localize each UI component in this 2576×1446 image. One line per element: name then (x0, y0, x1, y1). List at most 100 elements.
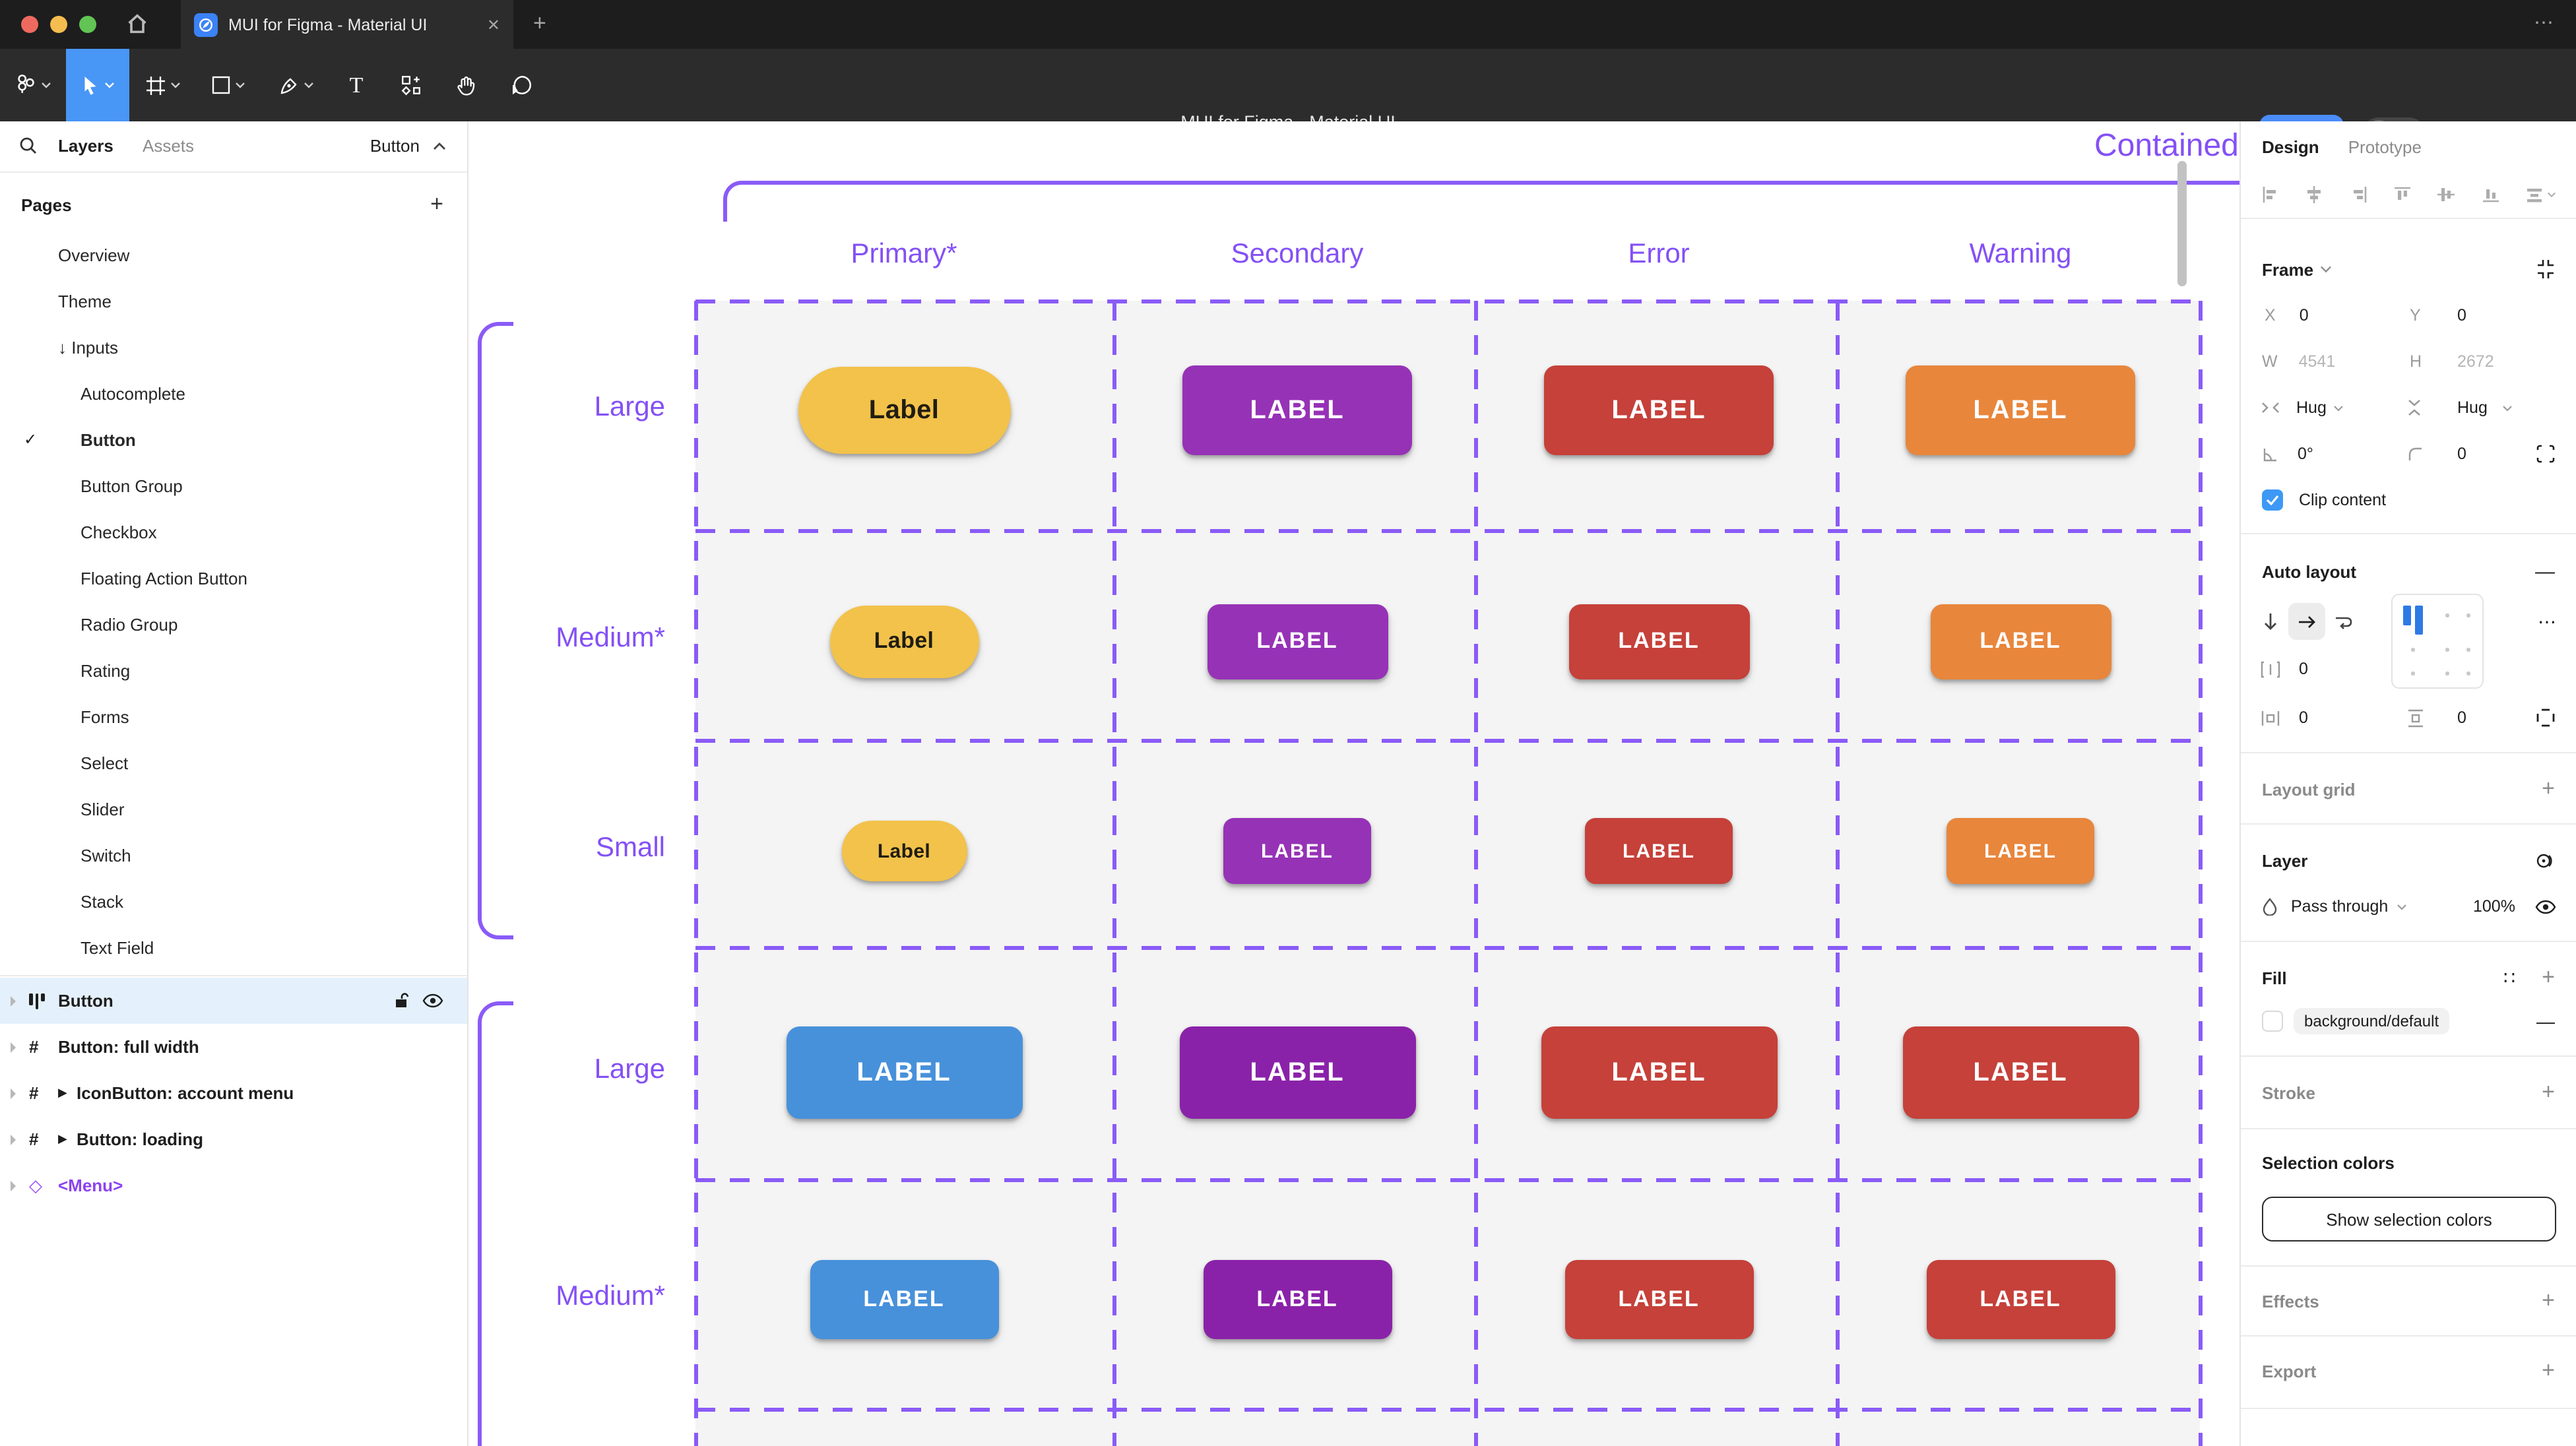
tab-assets[interactable]: Assets (143, 136, 195, 156)
auto-layout-more-icon[interactable]: ⋯ (2538, 610, 2558, 631)
layer-row-iconbutton-account-menu[interactable]: # ▶ IconButton: account menu (0, 1070, 467, 1116)
gap-value[interactable]: 0 (2299, 660, 2308, 678)
blend-mask-icon[interactable] (2535, 850, 2555, 870)
hand-tool-button[interactable] (438, 49, 494, 121)
mui-button-primary-medium[interactable]: LABEL (810, 1260, 998, 1339)
blend-mode-value[interactable]: Pass through (2291, 897, 2389, 916)
minimize-window-button[interactable] (50, 16, 67, 33)
mui-button-error-medium[interactable]: LABEL (1564, 1260, 1753, 1339)
corner-radius-value[interactable]: 0 (2457, 445, 2466, 463)
hug-v-value[interactable]: Hug (2457, 398, 2488, 417)
close-window-button[interactable] (21, 16, 38, 33)
mui-button-secondary-large[interactable]: LABEL (1182, 365, 1412, 455)
layer-row-button-loading[interactable]: # ▶ Button: loading (0, 1116, 467, 1162)
new-tab-icon[interactable]: + (533, 11, 546, 36)
sidebar-page-item-slider[interactable]: Slider (0, 786, 467, 832)
padding-v-value[interactable]: 0 (2457, 708, 2466, 727)
eye-icon[interactable] (422, 993, 443, 1008)
shape-tool-button[interactable] (195, 49, 261, 121)
expand-chevron-icon[interactable] (11, 1134, 16, 1145)
mui-button-secondary-small[interactable]: LABEL (1223, 818, 1371, 884)
mui-button-primary-large[interactable]: LABEL (786, 1026, 1022, 1119)
sidebar-page-item-floating-action-button[interactable]: Floating Action Button (0, 555, 467, 601)
expand-chevron-icon[interactable] (11, 1042, 16, 1052)
collapse-panel-icon[interactable] (2536, 260, 2555, 278)
titlebar-more-icon[interactable]: ⋯ (2534, 12, 2555, 34)
remove-fill-icon[interactable]: — (2536, 1011, 2555, 1032)
sidebar-page-item-text-field[interactable]: Text Field (0, 924, 467, 970)
tab-prototype[interactable]: Prototype (2348, 137, 2422, 156)
sidebar-page-item-checkbox[interactable]: Checkbox (0, 509, 467, 555)
sidebar-page-item-overview[interactable]: Overview (0, 232, 467, 278)
remove-auto-layout-icon[interactable]: — (2535, 560, 2555, 582)
align-bottom-icon[interactable] (2480, 185, 2500, 204)
align-v-center-icon[interactable] (2437, 185, 2457, 204)
expand-chevron-icon[interactable] (11, 1180, 16, 1191)
mui-button-warning-large[interactable]: LABEL (1902, 1026, 2139, 1119)
align-right-icon[interactable] (2348, 185, 2368, 204)
collapse-pages-icon[interactable] (433, 142, 446, 150)
sidebar-page-item-radio-group[interactable]: Radio Group (0, 601, 467, 647)
eye-icon[interactable] (2535, 899, 2556, 914)
sidebar-page-item-button[interactable]: ✓ Button (0, 416, 467, 462)
mui-button-error-large[interactable]: LABEL (1541, 1026, 1777, 1119)
layer-row-button-full-width[interactable]: # Button: full width (0, 1024, 467, 1070)
mui-button-secondary-medium[interactable]: LABEL (1207, 604, 1388, 679)
expand-chevron-icon[interactable] (11, 995, 16, 1006)
pen-tool-button[interactable] (261, 49, 330, 121)
canvas-scrollbar[interactable] (2177, 161, 2187, 286)
align-h-center-icon[interactable] (2305, 185, 2325, 204)
mui-button-error-medium[interactable]: LABEL (1568, 604, 1749, 679)
search-icon[interactable] (18, 136, 38, 156)
close-tab-icon[interactable]: ✕ (486, 15, 500, 34)
sidebar-page-item-theme[interactable]: Theme (0, 278, 467, 324)
x-value[interactable]: 0 (2299, 306, 2309, 325)
distribute-menu-icon[interactable] (2525, 185, 2556, 204)
mui-button-error-large[interactable]: LABEL (1544, 365, 1774, 455)
frame-type-chevron-icon[interactable] (2320, 265, 2332, 273)
align-left-icon[interactable] (2261, 185, 2280, 204)
rotation-value[interactable]: 0° (2298, 445, 2313, 463)
sidebar-page-item-autocomplete[interactable]: Autocomplete (0, 370, 467, 416)
add-layout-grid-icon[interactable]: + (2542, 776, 2555, 801)
frame-section-title[interactable]: Frame (2262, 259, 2314, 279)
hug-h-value[interactable]: Hug (2296, 398, 2327, 417)
mui-button-warning-large[interactable]: LABEL (1906, 365, 2135, 455)
add-page-icon[interactable]: + (430, 191, 443, 216)
independent-padding-icon[interactable] (2536, 708, 2555, 727)
independent-corners-icon[interactable] (2536, 445, 2555, 463)
align-top-icon[interactable] (2393, 185, 2412, 204)
show-selection-colors-button[interactable]: Show selection colors (2262, 1197, 2556, 1242)
mui-button-error-small[interactable]: LABEL (1585, 818, 1733, 884)
fill-styles-icon[interactable]: ∷ (2503, 966, 2515, 988)
sidebar-page-item-inputs[interactable]: ↓ Inputs (0, 324, 467, 370)
sidebar-page-item-forms[interactable]: Forms (0, 693, 467, 739)
comment-tool-button[interactable] (494, 49, 549, 121)
sidebar-page-item-button-group[interactable]: Button Group (0, 462, 467, 509)
sidebar-page-item-switch[interactable]: Switch (0, 832, 467, 878)
mui-button-primary-large[interactable]: Label (798, 367, 1010, 454)
add-export-icon[interactable]: + (2542, 1358, 2555, 1383)
page-indicator[interactable]: Button (370, 136, 420, 156)
canvas[interactable]: Contained Primary* Secondary Error Warning … (468, 121, 2239, 1446)
fill-token-chip[interactable]: background/default (2294, 1008, 2450, 1034)
text-tool-button[interactable]: T (330, 49, 383, 121)
mui-button-secondary-large[interactable]: LABEL (1179, 1026, 1415, 1119)
mui-button-secondary-medium[interactable]: LABEL (1203, 1260, 1392, 1339)
mui-button-warning-small[interactable]: LABEL (1947, 818, 2094, 884)
w-value[interactable]: 4541 (2298, 352, 2336, 371)
zoom-window-button[interactable] (79, 16, 96, 33)
resources-tool-button[interactable] (383, 49, 438, 121)
expand-chevron-icon[interactable] (11, 1088, 16, 1098)
auto-layout-vertical-icon[interactable] (2251, 603, 2288, 640)
add-stroke-icon[interactable]: + (2542, 1079, 2555, 1104)
auto-layout-alignment-widget[interactable] (2391, 594, 2484, 689)
clip-content-checkbox[interactable] (2262, 489, 2283, 511)
mui-button-warning-medium[interactable]: LABEL (1926, 1260, 2115, 1339)
opacity-value[interactable]: 100% (2473, 897, 2515, 916)
move-tool-button[interactable] (66, 49, 129, 121)
main-menu-button[interactable] (0, 49, 66, 121)
unlock-icon[interactable] (393, 992, 409, 1009)
layer-row-button[interactable]: Button (0, 978, 467, 1024)
padding-h-value[interactable]: 0 (2299, 708, 2308, 727)
